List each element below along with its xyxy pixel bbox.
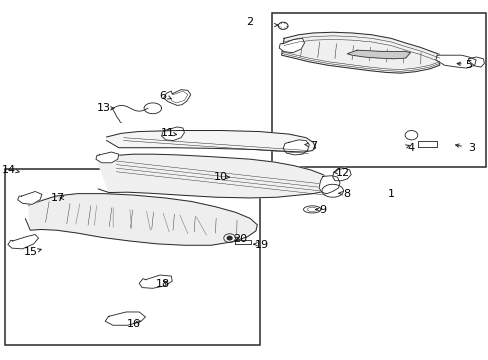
Polygon shape: [8, 234, 39, 249]
Text: 18: 18: [155, 279, 169, 289]
Polygon shape: [281, 32, 439, 73]
Polygon shape: [279, 39, 304, 53]
Text: 9: 9: [319, 206, 326, 216]
Circle shape: [224, 234, 235, 242]
Text: 11: 11: [160, 129, 174, 138]
Polygon shape: [139, 275, 172, 288]
Text: 20: 20: [233, 234, 247, 244]
Polygon shape: [29, 194, 257, 245]
Text: 13: 13: [97, 103, 111, 113]
Text: 12: 12: [335, 168, 349, 178]
Polygon shape: [161, 127, 184, 140]
Text: 16: 16: [126, 319, 140, 329]
Bar: [271, 13, 485, 167]
Circle shape: [278, 22, 287, 30]
Bar: [4, 169, 259, 345]
Text: 10: 10: [213, 172, 227, 182]
Text: 6: 6: [159, 91, 166, 101]
Polygon shape: [319, 176, 339, 194]
Text: 15: 15: [24, 247, 38, 257]
Polygon shape: [96, 152, 119, 163]
Text: 1: 1: [387, 189, 394, 199]
Polygon shape: [346, 50, 409, 59]
Polygon shape: [332, 168, 350, 181]
Text: 8: 8: [343, 189, 350, 199]
Text: 14: 14: [2, 165, 17, 175]
Polygon shape: [235, 239, 250, 244]
Polygon shape: [105, 312, 145, 325]
Polygon shape: [163, 90, 190, 105]
Circle shape: [227, 236, 232, 240]
Polygon shape: [18, 192, 42, 204]
Text: 4: 4: [406, 143, 413, 153]
Polygon shape: [97, 154, 332, 198]
Polygon shape: [468, 57, 484, 67]
Text: 3: 3: [467, 143, 474, 153]
Polygon shape: [106, 131, 315, 152]
Text: 5: 5: [465, 60, 471, 70]
Polygon shape: [435, 55, 475, 68]
Text: 7: 7: [309, 141, 316, 151]
Circle shape: [405, 131, 417, 140]
Text: 2: 2: [246, 17, 253, 27]
Text: 17: 17: [51, 193, 65, 203]
Polygon shape: [283, 140, 309, 155]
Polygon shape: [417, 141, 436, 147]
Text: 19: 19: [255, 240, 269, 250]
